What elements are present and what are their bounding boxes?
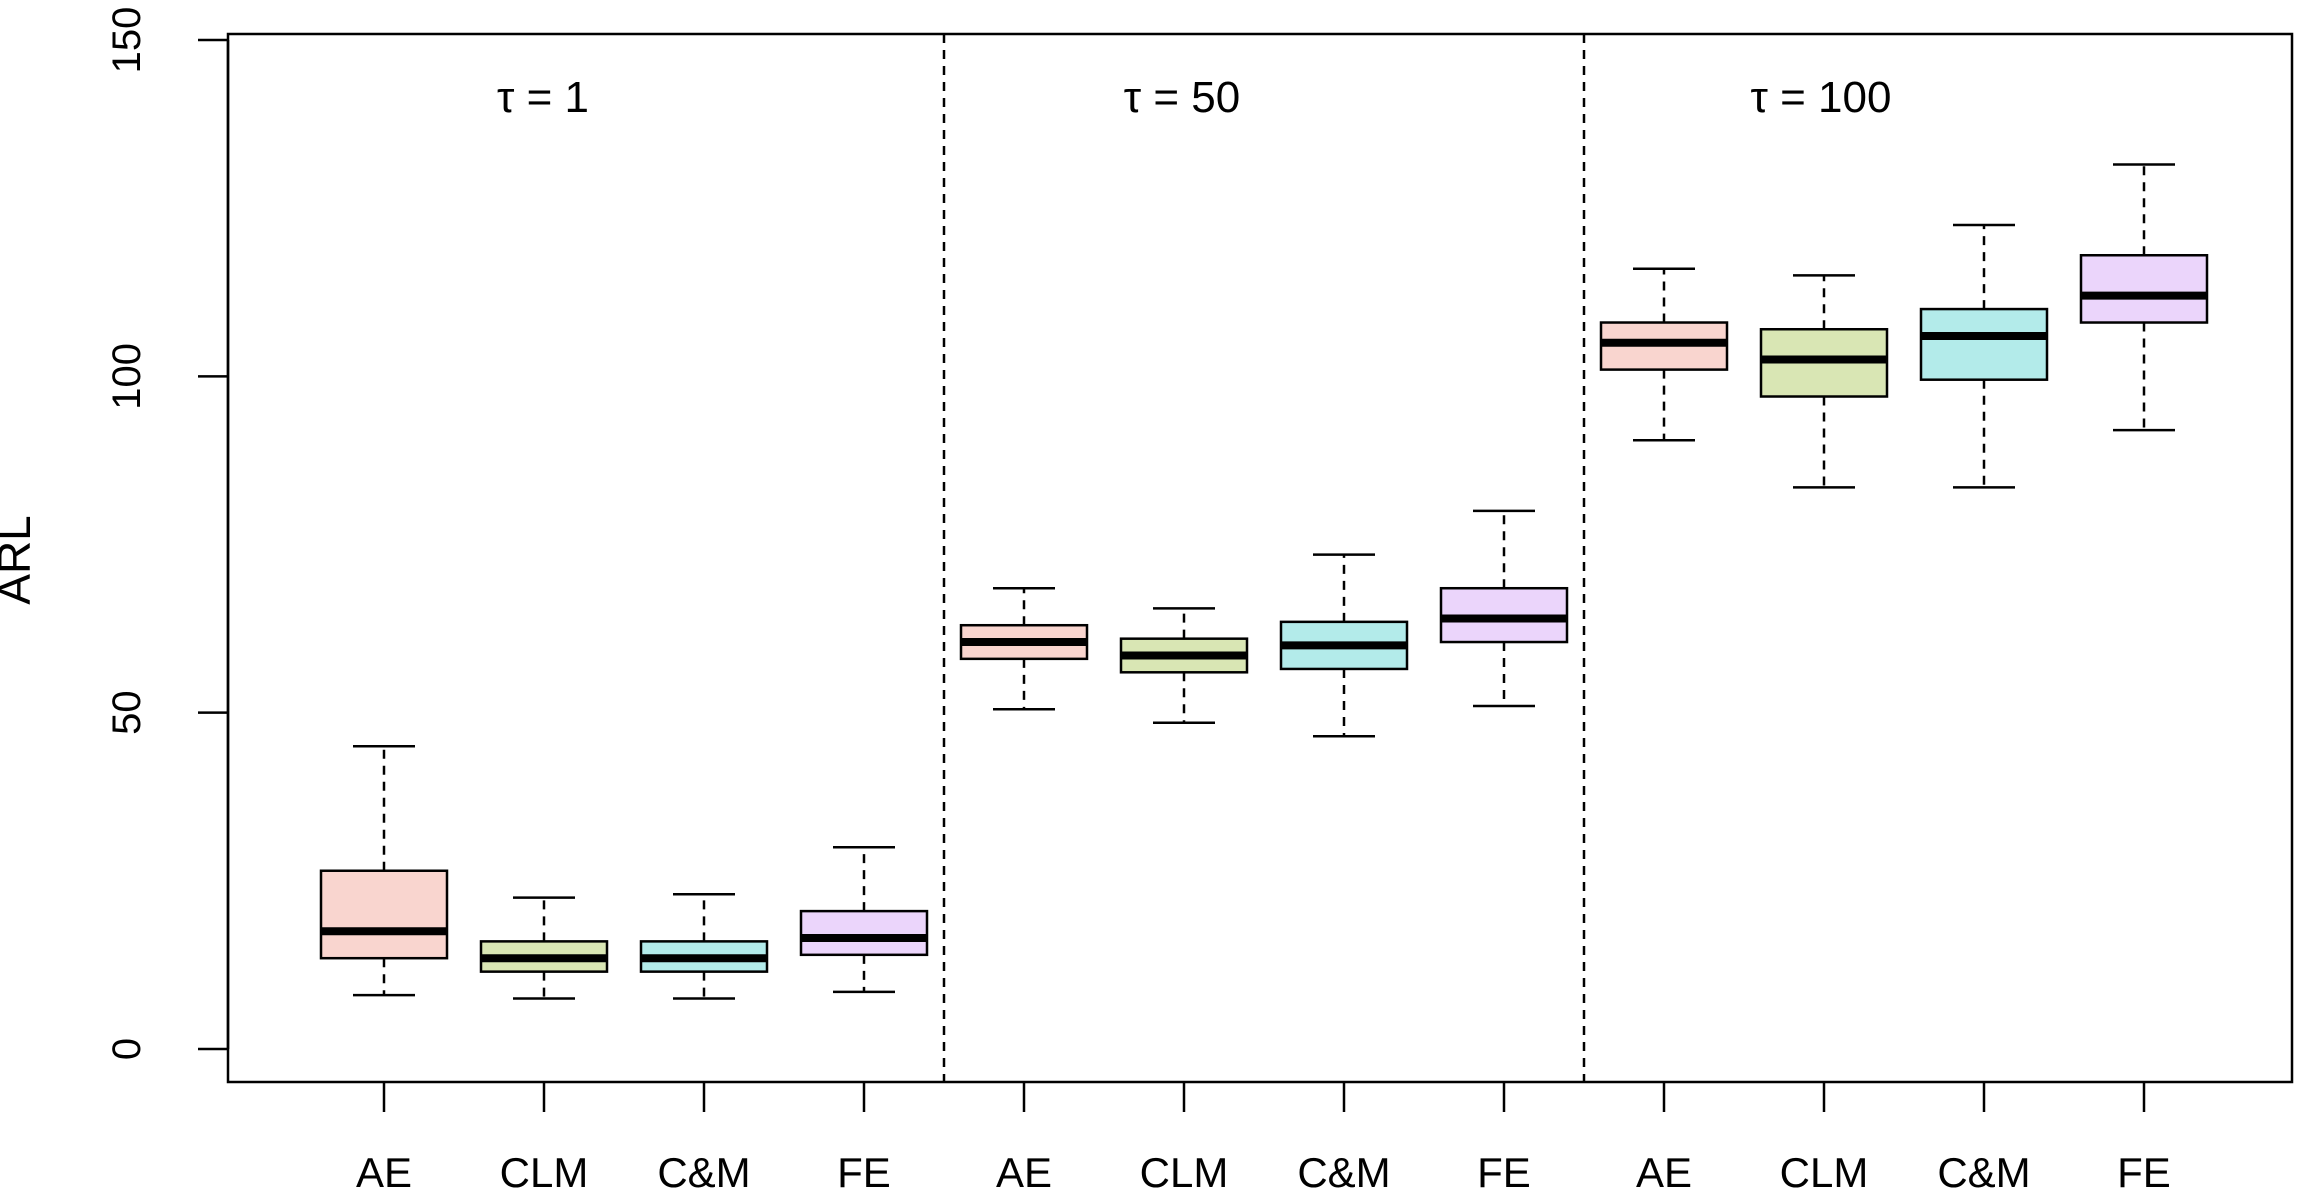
group-label: τ = 50 <box>1124 73 1240 122</box>
iqr-box <box>319 869 449 960</box>
box-ae-group-2 <box>1599 267 1729 442</box>
box-clm-group-2 <box>1759 274 1889 489</box>
x-tick-label: C&M <box>1937 1149 2030 1191</box>
box-candm-group-2 <box>1919 223 2049 489</box>
x-tick-label: AE <box>1636 1149 1692 1191</box>
x-tick-label: FE <box>2117 1149 2171 1191</box>
plot-frame <box>226 32 2294 1084</box>
box-clm-group-1 <box>1119 607 1249 725</box>
group-label: τ = 100 <box>1751 73 1892 122</box>
iqr-box <box>1919 307 2049 381</box>
boxes <box>319 163 2209 1000</box>
y-tick-label: 0 <box>105 1038 149 1060</box>
box-candm-group-1 <box>1279 553 1409 738</box>
box-ae-group-1 <box>959 586 1089 711</box>
x-tick-label: AE <box>996 1149 1052 1191</box>
x-tick-label: CLM <box>1780 1149 1869 1191</box>
x-tick-label: FE <box>837 1149 891 1191</box>
x-tick-label: CLM <box>1140 1149 1229 1191</box>
group-labels: τ = 1 τ = 50 τ = 100 <box>497 73 1891 122</box>
box-candm-group-0 <box>639 893 769 1000</box>
x-tick-label: FE <box>1477 1149 1531 1191</box>
y-tick-label: 50 <box>105 690 149 735</box>
iqr-box <box>2079 254 2209 324</box>
iqr-box <box>799 909 929 957</box>
x-axis: AE CLM C&M FE AE CLM C&M FE AE CLM C&M FE <box>356 1082 2171 1191</box>
box-fe-group-2 <box>2079 163 2209 432</box>
y-axis: 0 50 100 150 <box>105 7 230 1060</box>
group-label: τ = 1 <box>497 73 589 122</box>
box-fe-group-0 <box>799 845 929 994</box>
x-tick-label: C&M <box>1297 1149 1390 1191</box>
box-ae-group-0 <box>319 745 449 997</box>
x-tick-label: C&M <box>657 1149 750 1191</box>
y-tick-label: 150 <box>105 7 149 74</box>
box-fe-group-1 <box>1439 509 1569 708</box>
box-clm-group-0 <box>479 896 609 1000</box>
x-tick-label: AE <box>356 1149 412 1191</box>
y-tick-label: 100 <box>105 343 149 410</box>
x-tick-label: CLM <box>500 1149 589 1191</box>
group-separators <box>942 34 1586 1082</box>
y-axis-label: ARL <box>0 515 40 604</box>
